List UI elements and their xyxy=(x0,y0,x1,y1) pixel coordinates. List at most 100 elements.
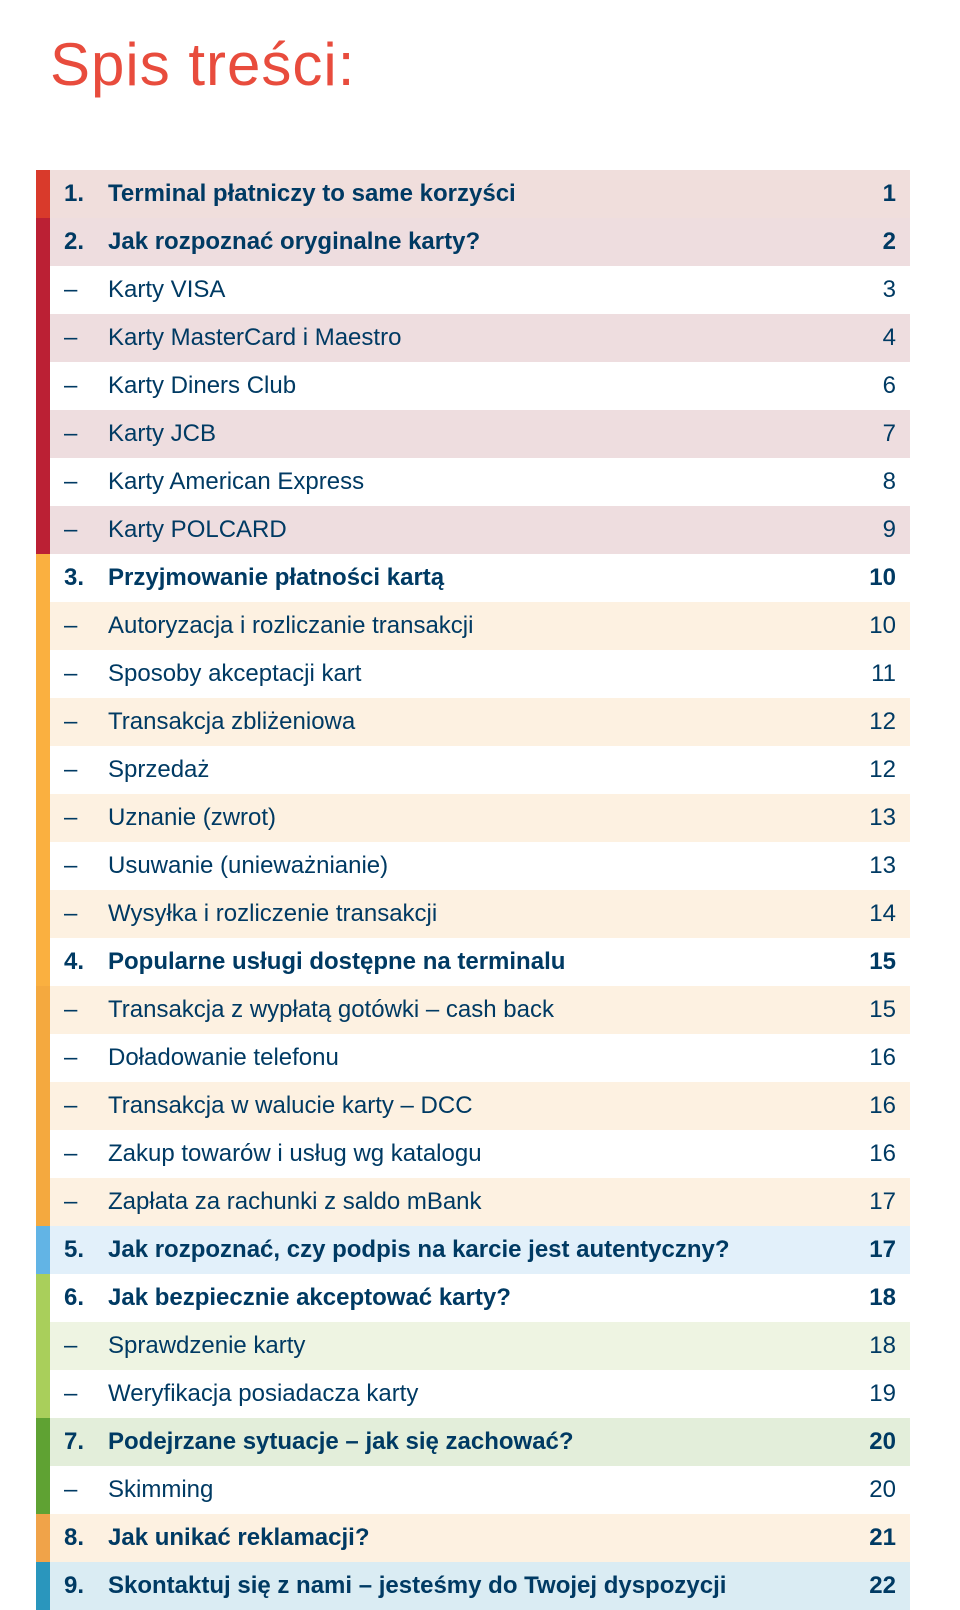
toc-row: –Karty JCB7 xyxy=(50,410,910,458)
toc-row: –Skimming20 xyxy=(50,1466,910,1514)
toc-label: Sposoby akceptacji kart xyxy=(108,660,850,688)
toc-page: 3 xyxy=(850,276,910,304)
toc-dash: – xyxy=(64,324,108,352)
toc-row: –Karty MasterCard i Maestro4 xyxy=(50,314,910,362)
toc-dash: – xyxy=(64,852,108,880)
toc-label: Karty Diners Club xyxy=(108,372,850,400)
toc-row: –Doładowanie telefonu16 xyxy=(50,1034,910,1082)
toc-number: 6. xyxy=(64,1284,108,1312)
toc-page: 13 xyxy=(850,804,910,832)
section-color-strip xyxy=(36,1562,50,1610)
toc-table: 1.Terminal płatniczy to same korzyści12.… xyxy=(50,170,910,1610)
toc-row: –Sprawdzenie karty18 xyxy=(50,1322,910,1370)
toc-row: 4.Popularne usługi dostępne na terminalu… xyxy=(50,938,910,986)
toc-dash: – xyxy=(64,804,108,832)
toc-row: –Transakcja z wypłatą gotówki – cash bac… xyxy=(50,986,910,1034)
toc-label: Zapłata za rachunki z saldo mBank xyxy=(108,1188,850,1216)
toc-page: 22 xyxy=(850,1572,910,1600)
toc-row: –Karty American Express8 xyxy=(50,458,910,506)
toc-label: Popularne usługi dostępne na terminalu xyxy=(108,948,850,976)
toc-page: 16 xyxy=(850,1140,910,1168)
toc-number: 8. xyxy=(64,1524,108,1552)
toc-dash: – xyxy=(64,756,108,784)
toc-label: Usuwanie (unieważnianie) xyxy=(108,852,850,880)
toc-row: –Uznanie (zwrot)13 xyxy=(50,794,910,842)
toc-label: Karty JCB xyxy=(108,420,850,448)
toc-dash: – xyxy=(64,708,108,736)
toc-number: 2. xyxy=(64,228,108,256)
toc-page: 17 xyxy=(850,1188,910,1216)
toc-page: 19 xyxy=(850,1380,910,1408)
toc-page: 15 xyxy=(850,948,910,976)
toc-row: –Karty VISA3 xyxy=(50,266,910,314)
toc-label: Zakup towarów i usług wg katalogu xyxy=(108,1140,850,1168)
toc-page: 13 xyxy=(850,852,910,880)
toc-label: Skontaktuj się z nami – jesteśmy do Twoj… xyxy=(108,1572,850,1600)
toc-page: 2 xyxy=(850,228,910,256)
toc-row: 8.Jak unikać reklamacji?21 xyxy=(50,1514,910,1562)
toc-row: –Usuwanie (unieważnianie)13 xyxy=(50,842,910,890)
toc-number: 5. xyxy=(64,1236,108,1264)
toc-page: 6 xyxy=(850,372,910,400)
toc-label: Sprzedaż xyxy=(108,756,850,784)
toc-label: Przyjmowanie płatności kartą xyxy=(108,564,850,592)
toc-row: –Transakcja zbliżeniowa12 xyxy=(50,698,910,746)
toc-dash: – xyxy=(64,996,108,1024)
toc-number: 7. xyxy=(64,1428,108,1456)
toc-dash: – xyxy=(64,468,108,496)
toc-label: Karty American Express xyxy=(108,468,850,496)
toc-page: 12 xyxy=(850,756,910,784)
toc-row: 6.Jak bezpiecznie akceptować karty?18 xyxy=(50,1274,910,1322)
toc-page: 20 xyxy=(850,1476,910,1504)
toc-label: Transakcja w walucie karty – DCC xyxy=(108,1092,850,1120)
toc-page: 10 xyxy=(850,564,910,592)
toc-row: –Autoryzacja i rozliczanie transakcji10 xyxy=(50,602,910,650)
toc-label: Wysyłka i rozliczenie transakcji xyxy=(108,900,850,928)
toc-label: Autoryzacja i rozliczanie transakcji xyxy=(108,612,850,640)
toc-dash: – xyxy=(64,1044,108,1072)
toc-label: Karty POLCARD xyxy=(108,516,850,544)
page-title: Spis treści: xyxy=(50,30,355,99)
toc-label: Jak unikać reklamacji? xyxy=(108,1524,850,1552)
toc-row: –Karty POLCARD9 xyxy=(50,506,910,554)
toc-row: 7.Podejrzane sytuacje – jak się zachować… xyxy=(50,1418,910,1466)
toc-page: 15 xyxy=(850,996,910,1024)
toc-dash: – xyxy=(64,1188,108,1216)
section-color-strip xyxy=(36,1418,50,1514)
toc-page: 16 xyxy=(850,1044,910,1072)
toc-label: Doładowanie telefonu xyxy=(108,1044,850,1072)
toc-page: 21 xyxy=(850,1524,910,1552)
toc-row: 3.Przyjmowanie płatności kartą10 xyxy=(50,554,910,602)
section-color-strip xyxy=(36,986,50,1226)
toc-page: 4 xyxy=(850,324,910,352)
toc-dash: – xyxy=(64,420,108,448)
toc-label: Jak rozpoznać, czy podpis na karcie jest… xyxy=(108,1236,850,1264)
toc-label: Transakcja z wypłatą gotówki – cash back xyxy=(108,996,850,1024)
toc-dash: – xyxy=(64,1332,108,1360)
toc-number: 3. xyxy=(64,564,108,592)
section-color-strip xyxy=(36,1274,50,1418)
toc-dash: – xyxy=(64,660,108,688)
toc-label: Transakcja zbliżeniowa xyxy=(108,708,850,736)
toc-row: 9.Skontaktuj się z nami – jesteśmy do Tw… xyxy=(50,1562,910,1610)
toc-dash: – xyxy=(64,900,108,928)
toc-row: –Zakup towarów i usług wg katalogu16 xyxy=(50,1130,910,1178)
toc-page: 12 xyxy=(850,708,910,736)
toc-row: –Zapłata za rachunki z saldo mBank17 xyxy=(50,1178,910,1226)
toc-row: 2.Jak rozpoznać oryginalne karty?2 xyxy=(50,218,910,266)
toc-label: Skimming xyxy=(108,1476,850,1504)
toc-dash: – xyxy=(64,1092,108,1120)
toc-row: –Karty Diners Club6 xyxy=(50,362,910,410)
toc-row: 5.Jak rozpoznać, czy podpis na karcie je… xyxy=(50,1226,910,1274)
toc-number: 9. xyxy=(64,1572,108,1600)
toc-page: 20 xyxy=(850,1428,910,1456)
toc-dash: – xyxy=(64,276,108,304)
toc-dash: – xyxy=(64,612,108,640)
toc-page: 16 xyxy=(850,1092,910,1120)
toc-page: 9 xyxy=(850,516,910,544)
toc-page: 1 xyxy=(850,180,910,208)
toc-page: 8 xyxy=(850,468,910,496)
toc-dash: – xyxy=(64,1476,108,1504)
toc-label: Uznanie (zwrot) xyxy=(108,804,850,832)
toc-page: 17 xyxy=(850,1236,910,1264)
